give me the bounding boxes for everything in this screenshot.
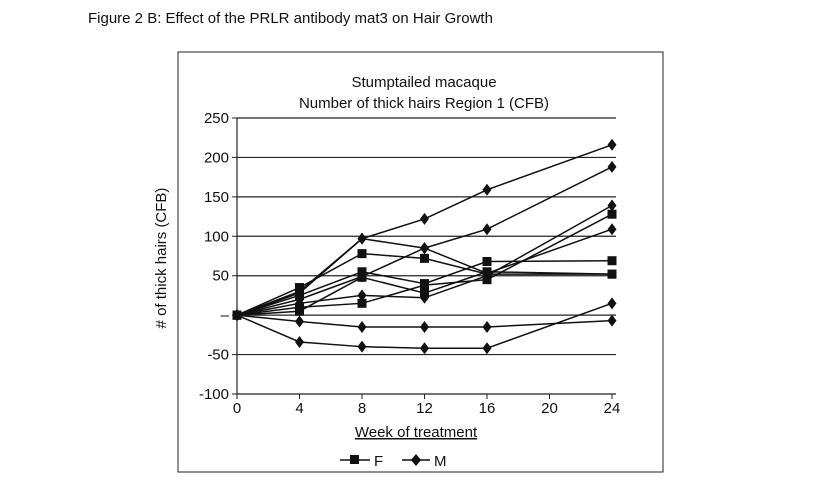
data-point-diamond bbox=[607, 223, 617, 236]
series-line-f bbox=[236, 252, 612, 316]
legend-label-m: M bbox=[434, 453, 447, 470]
data-point-diamond bbox=[482, 269, 492, 282]
y-tick-label: -50 bbox=[207, 347, 229, 364]
series-line-m bbox=[236, 302, 613, 350]
data-point-diamond bbox=[357, 232, 367, 245]
data-point-square bbox=[607, 209, 617, 219]
data-point-diamond bbox=[357, 270, 367, 283]
y-tick-label: – bbox=[221, 307, 230, 324]
data-point-diamond bbox=[607, 297, 617, 310]
x-axis-label: Week of treatment bbox=[355, 424, 478, 441]
chart-frame bbox=[177, 51, 664, 473]
series-line-f bbox=[236, 213, 613, 316]
data-point-diamond bbox=[482, 320, 492, 333]
data-point-diamond bbox=[420, 291, 429, 304]
plot-area: -100 -50 – 50 100 150 200 250 0 4 8 12 16 20 24 bbox=[199, 110, 620, 417]
data-point-diamond bbox=[357, 340, 367, 353]
y-tick-label: 50 bbox=[212, 268, 229, 285]
legend-label-f: F bbox=[374, 453, 383, 470]
x-tick-label: 4 bbox=[295, 400, 303, 417]
data-point-diamond bbox=[357, 289, 367, 302]
x-tick-label: 20 bbox=[541, 400, 558, 417]
data-point-diamond bbox=[420, 342, 429, 355]
data-point-diamond bbox=[420, 212, 429, 225]
x-tick-label: 12 bbox=[416, 400, 433, 417]
series-line-m bbox=[236, 166, 613, 316]
legend-square-marker bbox=[350, 455, 359, 464]
data-point-square bbox=[420, 280, 429, 290]
data-point-diamond bbox=[607, 199, 617, 212]
data-point-diamond bbox=[295, 335, 304, 348]
chart-title-line2: Number of thick hairs Region 1 (CFB) bbox=[299, 95, 549, 112]
data-point-square bbox=[295, 306, 304, 316]
x-tick-label: 24 bbox=[604, 400, 621, 417]
data-point-diamond bbox=[482, 342, 492, 355]
data-point-square bbox=[357, 249, 367, 259]
x-tick-label: 8 bbox=[358, 400, 366, 417]
data-point-diamond bbox=[295, 297, 304, 310]
series-line-m bbox=[236, 204, 613, 316]
chart-title-line1: Stumptailed macaque bbox=[351, 74, 496, 91]
data-point-diamond bbox=[607, 138, 617, 151]
y-tick-label: 100 bbox=[204, 228, 229, 245]
data-point-square bbox=[482, 257, 492, 267]
data-point-diamond bbox=[232, 309, 242, 322]
y-tick-label: 150 bbox=[204, 189, 229, 206]
series-line-m bbox=[236, 228, 613, 316]
series-line-m bbox=[236, 314, 613, 328]
data-point-diamond bbox=[607, 160, 617, 173]
data-point-square bbox=[607, 256, 617, 266]
y-tick-label: 200 bbox=[204, 149, 229, 166]
data-point-diamond bbox=[357, 320, 367, 333]
data-point-square bbox=[607, 269, 617, 279]
data-point-square bbox=[420, 253, 429, 263]
data-point-square bbox=[357, 298, 367, 308]
series-line-m bbox=[236, 144, 613, 316]
data-point-diamond bbox=[295, 287, 304, 300]
legend-diamond-marker bbox=[411, 454, 421, 466]
data-point-diamond bbox=[420, 242, 429, 255]
data-point-diamond bbox=[420, 320, 429, 333]
legend: F M bbox=[340, 453, 447, 470]
data-point-diamond bbox=[607, 314, 617, 327]
y-tick-label: -100 bbox=[199, 386, 229, 403]
figure-title: Figure 2 B: Effect of the PRLR antibody … bbox=[88, 10, 493, 27]
x-tick-label: 16 bbox=[479, 400, 496, 417]
data-point-diamond bbox=[482, 223, 492, 236]
series-line-f bbox=[236, 259, 613, 316]
data-point-diamond bbox=[482, 183, 492, 196]
data-point-diamond bbox=[295, 315, 304, 328]
y-tick-label: 250 bbox=[204, 110, 229, 127]
x-tick-label: 0 bbox=[233, 400, 241, 417]
y-axis-label: # of thick hairs (CFB) bbox=[153, 188, 170, 329]
series-line-f bbox=[236, 271, 613, 316]
